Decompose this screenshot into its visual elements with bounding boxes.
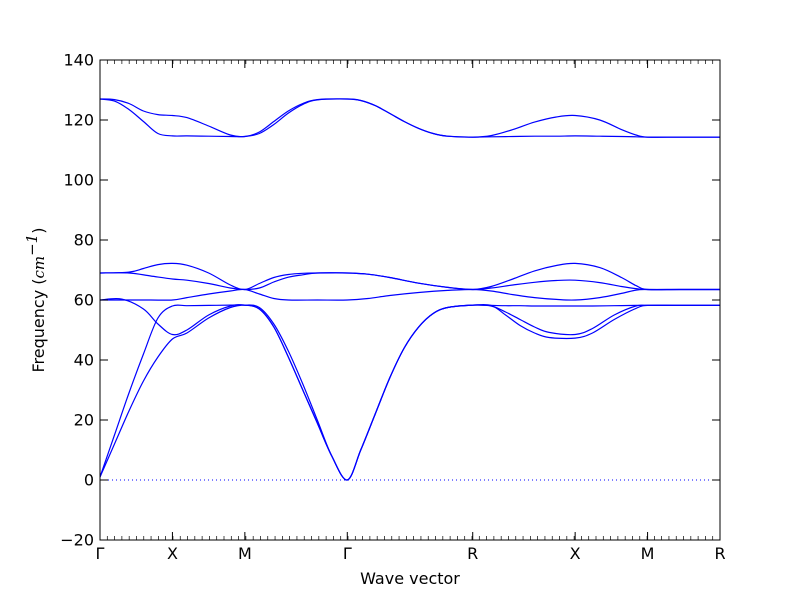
ytick-label-layer: −20 0 20 40 60 80 100 120 140 [60,51,94,550]
branch-line-4 [99,288,720,301]
x-tick-label-8: R [714,544,725,563]
y-axis-title: Frequency (cm−1) [23,228,48,373]
x-axis-title: Wave vector [360,569,460,588]
y-tick-label: 80 [74,231,94,250]
plot-frame [99,59,721,541]
y-tick-label: 60 [74,291,94,310]
y-tick-label: 100 [63,171,94,190]
y-tick-label: −20 [60,531,94,550]
y-axis-title-prefix: Frequency ( [29,279,48,373]
x-tick-label-4: Γ [343,544,352,563]
y-tick-label: 20 [74,411,94,430]
y-axis-unit-exponent: −1 [23,234,41,256]
y-tick-label: 0 [84,471,94,490]
x-tick-label-5: R [467,544,478,563]
x-tick-label-1: Γ [96,544,105,563]
y-axis-unit-base: cm [30,256,48,279]
y-axis-title-suffix: ) [29,228,48,234]
x-tick-label-6: X [570,544,581,563]
x-tick-label-3: M [238,544,252,563]
y-tick-label: 140 [63,51,94,70]
x-tick-label-2: X [167,544,178,563]
y-tick-label: 120 [63,111,94,130]
branch-line-8 [99,98,720,138]
branch-line-6 [99,262,720,291]
x-tick-label-7: M [641,544,655,563]
series-layer [99,98,720,481]
y-tick-label: 40 [74,351,94,370]
branch-line-3 [99,297,720,481]
